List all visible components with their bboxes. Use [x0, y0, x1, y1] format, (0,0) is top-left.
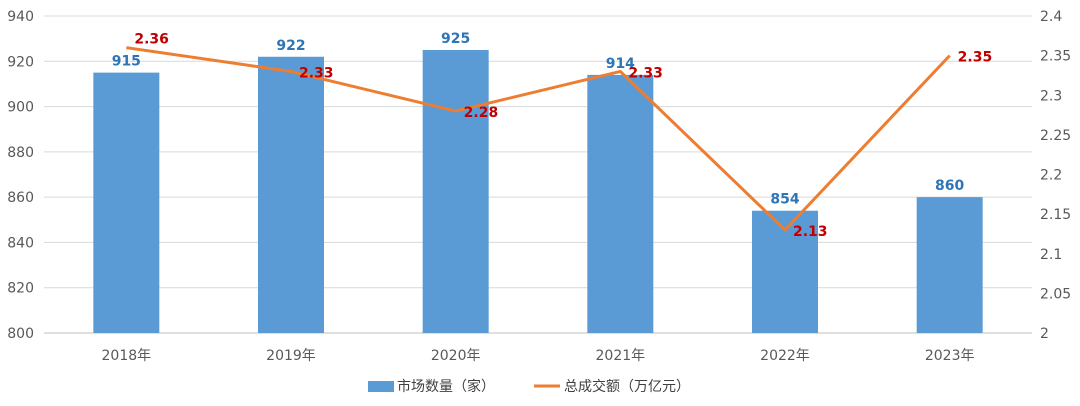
- left-tick-label: 880: [7, 145, 34, 161]
- right-tick-label: 2.05: [1040, 286, 1071, 302]
- x-tick-label: 2022年: [760, 348, 810, 364]
- line-data-label: 2.36: [134, 32, 169, 48]
- right-y-axis: 2 2.05 2.1 2.15 2.2 2.25 2.3 2.35 2.4: [1040, 9, 1071, 342]
- left-tick-label: 940: [7, 9, 34, 25]
- x-axis: 2018年 2019年 2020年 2021年 2022年 2023年: [102, 348, 975, 364]
- left-tick-label: 860: [7, 190, 34, 206]
- bar: [93, 72, 160, 333]
- right-tick-label: 2.15: [1040, 207, 1071, 223]
- bar-data-label: 914: [606, 56, 635, 72]
- legend-label-line: 总成交额（万亿元）: [564, 378, 690, 395]
- x-tick-label: 2023年: [925, 348, 975, 364]
- gridlines: [44, 15, 1032, 334]
- line-data-label: 2.35: [958, 50, 993, 66]
- line-data-label: 2.33: [628, 65, 663, 81]
- bar-data-label: 925: [441, 31, 470, 47]
- right-tick-label: 2.4: [1040, 9, 1062, 25]
- bar-data-label: 860: [935, 178, 964, 194]
- right-tick-label: 2: [1040, 326, 1049, 342]
- line-data-label: 2.28: [464, 105, 499, 121]
- left-tick-label: 900: [7, 100, 34, 116]
- bar: [422, 49, 489, 333]
- right-tick-label: 2.1: [1040, 247, 1062, 263]
- line-series: [126, 46, 951, 232]
- right-tick-label: 2.3: [1040, 88, 1062, 104]
- bar-data-label: 915: [112, 54, 141, 70]
- x-tick-label: 2021年: [596, 348, 646, 364]
- line-path: [126, 46, 951, 232]
- legend: 市场数量（家） 总成交额（万亿元）: [368, 378, 690, 395]
- x-tick-label: 2019年: [266, 348, 316, 364]
- left-tick-label: 840: [7, 235, 34, 251]
- legend-label-bar: 市场数量（家）: [397, 378, 495, 395]
- bar: [916, 197, 983, 333]
- line-data-label: 2.33: [299, 65, 334, 81]
- x-tick-label: 2020年: [431, 348, 481, 364]
- left-tick-label: 920: [7, 54, 34, 70]
- right-tick-label: 2.2: [1040, 168, 1062, 184]
- x-tick-label: 2018年: [102, 348, 152, 364]
- left-tick-label: 800: [7, 326, 34, 342]
- bar: [258, 56, 324, 333]
- bar: [587, 74, 654, 333]
- bar-series: [93, 49, 983, 333]
- right-tick-label: 2.35: [1040, 49, 1071, 65]
- right-tick-label: 2.25: [1040, 128, 1071, 144]
- legend-swatch-bar: [368, 381, 394, 392]
- left-y-axis: 800 820 840 860 880 900 920 940: [7, 9, 34, 342]
- line-data-label: 2.13: [793, 224, 828, 240]
- left-tick-label: 820: [7, 281, 34, 297]
- bar-data-label: 922: [276, 38, 305, 54]
- bar-data-label: 854: [770, 192, 799, 208]
- data-labels: 915 922 925 914 854 860 2.36 2.33 2.28 2.33 2.13 2.…: [112, 31, 992, 240]
